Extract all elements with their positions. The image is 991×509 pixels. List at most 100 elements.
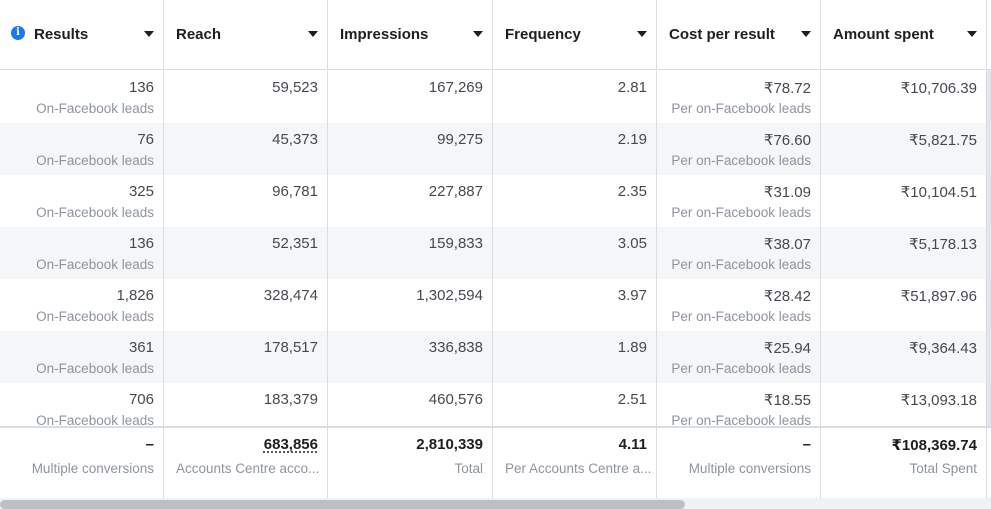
info-icon[interactable]: i xyxy=(11,26,25,40)
impressions-value: 336,838 xyxy=(428,339,483,356)
column-header-cost-per-result[interactable]: Cost per result xyxy=(657,0,821,70)
results-cell: 136 On-Facebook leads xyxy=(0,227,164,279)
amount-spent-cell: ₹51,897.96 xyxy=(821,279,987,331)
reach-value: 52,351 xyxy=(272,235,318,252)
table-row[interactable]: 361 On-Facebook leads 178,517 336,838 1.… xyxy=(0,331,991,383)
column-header-frequency[interactable]: Frequency xyxy=(493,0,657,70)
amount-spent-cell: ₹10,706.39 xyxy=(821,71,987,123)
table-row[interactable]: 325 On-Facebook leads 96,781 227,887 2.3… xyxy=(0,175,991,227)
reach-cell: 328,474 xyxy=(164,279,328,331)
total-frequency-subtext: Per Accounts Centre a... xyxy=(505,461,652,476)
frequency-value: 2.19 xyxy=(617,131,647,148)
amount-spent-cell: ₹9,364.43 xyxy=(821,331,987,383)
reach-cell: 183,379 xyxy=(164,383,328,426)
caret-down-icon[interactable] xyxy=(967,31,977,37)
reach-cell: 96,781 xyxy=(164,175,328,227)
results-cell: 1,826 On-Facebook leads xyxy=(0,279,164,331)
caret-down-icon[interactable] xyxy=(144,31,154,37)
column-header-impressions[interactable]: Impressions xyxy=(328,0,493,70)
frequency-cell: 2.81 xyxy=(493,71,657,123)
frequency-value: 1.89 xyxy=(617,339,647,356)
cost-subtext: Per on-Facebook leads xyxy=(671,101,811,116)
amount-spent-cell: ₹5,178.13 xyxy=(821,227,987,279)
table-row[interactable]: 706 On-Facebook leads 183,379 460,576 2.… xyxy=(0,383,991,426)
total-spent-subtext: Total Spent xyxy=(909,461,977,476)
reach-value: 178,517 xyxy=(263,339,318,356)
frequency-cell: 1.89 xyxy=(493,331,657,383)
total-results-cell: – Multiple conversions xyxy=(0,428,164,500)
reach-cell: 45,373 xyxy=(164,123,328,175)
caret-down-icon[interactable] xyxy=(637,31,647,37)
column-edge xyxy=(987,70,991,426)
total-impressions-subtext: Total xyxy=(454,461,483,476)
reach-value: 96,781 xyxy=(272,183,318,200)
impressions-cell: 99,275 xyxy=(328,123,493,175)
reach-value: 328,474 xyxy=(263,287,318,304)
reach-value: 45,373 xyxy=(272,131,318,148)
reach-cell: 59,523 xyxy=(164,71,328,123)
impressions-value: 159,833 xyxy=(428,235,483,252)
impressions-cell: 167,269 xyxy=(328,71,493,123)
total-cost-subtext: Multiple conversions xyxy=(688,461,811,476)
cost-per-result-cell: ₹18.55 Per on-Facebook leads xyxy=(657,383,821,426)
cost-per-result-cell: ₹76.60 Per on-Facebook leads xyxy=(657,123,821,175)
total-impressions-cell: 2,810,339 Total xyxy=(328,428,493,500)
impressions-cell: 159,833 xyxy=(328,227,493,279)
frequency-value: 3.05 xyxy=(617,235,647,252)
table-row[interactable]: 1,826 On-Facebook leads 328,474 1,302,59… xyxy=(0,279,991,331)
table-header: i Results Reach Impressions Frequency Co… xyxy=(0,0,991,70)
frequency-value: 3.97 xyxy=(617,287,647,304)
total-results-subtext: Multiple conversions xyxy=(31,461,154,476)
spent-value: ₹10,706.39 xyxy=(900,80,977,97)
column-header-amount-spent[interactable]: Amount spent xyxy=(821,0,987,70)
table-row[interactable]: 76 On-Facebook leads 45,373 99,275 2.19 … xyxy=(0,123,991,175)
results-subtext: On-Facebook leads xyxy=(36,153,154,168)
caret-down-icon[interactable] xyxy=(308,31,318,37)
total-frequency-cell: 4.11 Per Accounts Centre a... xyxy=(493,428,657,500)
amount-spent-cell: ₹5,821.75 xyxy=(821,123,987,175)
impressions-value: 167,269 xyxy=(428,79,483,96)
cost-subtext: Per on-Facebook leads xyxy=(671,413,811,426)
cost-value: ₹78.72 xyxy=(763,80,811,97)
horizontal-scrollbar-thumb[interactable] xyxy=(0,500,685,509)
total-spent-cell: ₹108,369.74 Total Spent xyxy=(821,428,987,500)
cost-per-result-cell: ₹25.94 Per on-Facebook leads xyxy=(657,331,821,383)
results-value: 361 xyxy=(128,339,154,356)
results-subtext: On-Facebook leads xyxy=(36,309,154,324)
frequency-cell: 3.05 xyxy=(493,227,657,279)
cost-per-result-cell: ₹31.09 Per on-Facebook leads xyxy=(657,175,821,227)
cost-subtext: Per on-Facebook leads xyxy=(671,309,811,324)
total-reach-subtext: Accounts Centre acco... xyxy=(176,461,320,476)
results-cell: 136 On-Facebook leads xyxy=(0,71,164,123)
frequency-cell: 2.35 xyxy=(493,175,657,227)
table-row[interactable]: 136 On-Facebook leads 59,523 167,269 2.8… xyxy=(0,71,991,123)
results-value: 76 xyxy=(137,131,154,148)
reach-value: 183,379 xyxy=(263,391,318,408)
column-header-results[interactable]: i Results xyxy=(0,0,164,70)
caret-down-icon[interactable] xyxy=(801,31,811,37)
frequency-cell: 2.51 xyxy=(493,383,657,426)
column-header-label: Impressions xyxy=(340,26,429,43)
cost-value: ₹25.94 xyxy=(763,340,811,357)
column-header-label: Results xyxy=(34,26,89,43)
column-header-label: Frequency xyxy=(505,26,581,43)
total-reach-value[interactable]: 683,856 xyxy=(263,436,318,453)
spent-value: ₹13,093.18 xyxy=(900,392,977,409)
impressions-cell: 1,302,594 xyxy=(328,279,493,331)
column-header-reach[interactable]: Reach xyxy=(164,0,328,70)
results-subtext: On-Facebook leads xyxy=(36,257,154,272)
table-totals-row: – Multiple conversions 683,856 Accounts … xyxy=(0,426,991,500)
results-cell: 361 On-Facebook leads xyxy=(0,331,164,383)
caret-down-icon[interactable] xyxy=(473,31,483,37)
cost-value: ₹31.09 xyxy=(763,184,811,201)
results-subtext: On-Facebook leads xyxy=(36,101,154,116)
total-results-value: – xyxy=(145,436,154,453)
table-row[interactable]: 136 On-Facebook leads 52,351 159,833 3.0… xyxy=(0,227,991,279)
results-subtext: On-Facebook leads xyxy=(36,413,154,426)
spent-value: ₹5,821.75 xyxy=(909,132,977,149)
results-value: 325 xyxy=(128,183,154,200)
frequency-value: 2.81 xyxy=(617,79,647,96)
amount-spent-cell: ₹10,104.51 xyxy=(821,175,987,227)
impressions-value: 99,275 xyxy=(437,131,483,148)
cost-per-result-cell: ₹38.07 Per on-Facebook leads xyxy=(657,227,821,279)
